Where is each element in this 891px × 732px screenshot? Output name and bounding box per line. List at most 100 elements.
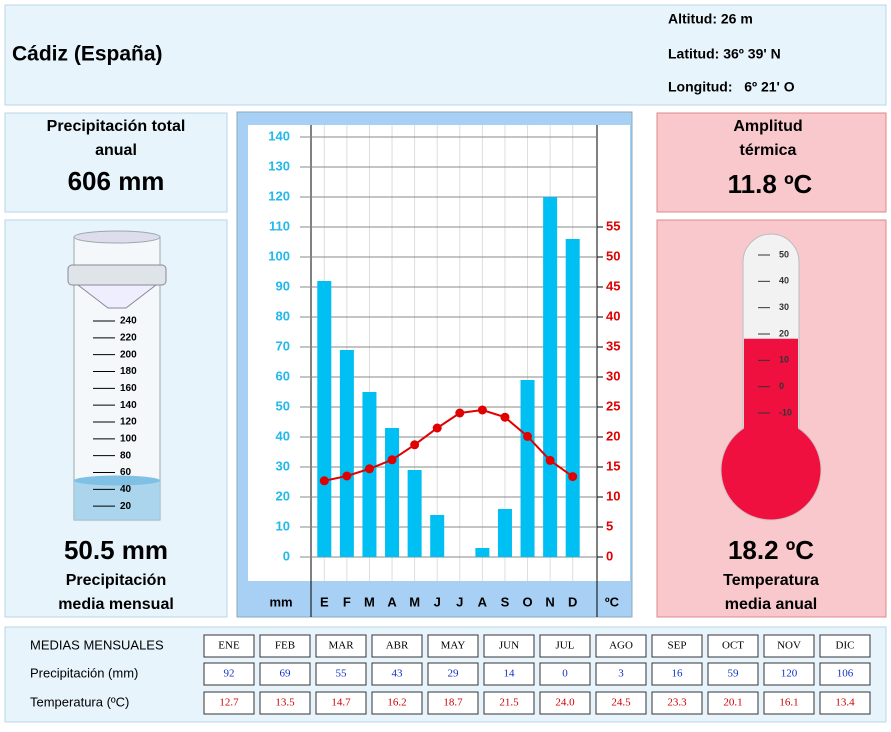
table-cell — [483, 691, 535, 715]
table-cell — [819, 691, 871, 715]
rain-gauge: 20 40 60 80 100 120 140 160 180 200 220 240 — [67, 230, 167, 521]
table-value: 59 — [728, 668, 740, 680]
panel — [4, 112, 228, 213]
y-tick-label: 20 — [276, 488, 290, 503]
x-tick-label: O — [522, 594, 532, 609]
table-value: 16.1 — [779, 697, 798, 709]
table-value: 12.7 — [219, 697, 239, 709]
table-cell — [595, 662, 647, 686]
table-cell — [203, 634, 255, 658]
table-value: 92 — [224, 668, 235, 680]
table-cell — [259, 691, 311, 715]
label: térmica — [740, 142, 797, 159]
x-tick-label: M — [364, 594, 375, 609]
y-tick-label: 110 — [269, 218, 290, 233]
table-value: OCT — [722, 640, 744, 652]
point — [410, 440, 420, 450]
bar — [520, 380, 535, 557]
gauge-tick-label: 180 — [120, 366, 137, 377]
table-cell — [483, 634, 535, 658]
y2-tick-label: 20 — [606, 428, 620, 443]
bar — [385, 428, 400, 557]
point — [477, 405, 487, 415]
point — [364, 464, 374, 474]
table-cell — [315, 691, 367, 715]
label: anual — [95, 142, 137, 159]
y2-tick-label: 0 — [606, 548, 613, 563]
table-value: 14.7 — [331, 697, 351, 709]
table-value: 29 — [448, 668, 460, 680]
y2-tick-label: 10 — [606, 488, 620, 503]
y2-tick-label: 35 — [606, 338, 620, 353]
table-value: 21.5 — [499, 697, 519, 709]
y2-tick-label: 25 — [606, 398, 620, 413]
axis-label: mm — [269, 594, 292, 609]
gauge-tick-label: 100 — [120, 433, 137, 444]
value: 606 mm — [68, 166, 165, 196]
y-tick-label: 100 — [268, 248, 290, 263]
table-value: JUN — [499, 640, 519, 652]
x-tick-label: F — [343, 594, 351, 609]
table-value: DIC — [836, 640, 855, 652]
axis-label: ºC — [605, 594, 620, 609]
x-tick-label: J — [434, 594, 441, 609]
y-tick-label: 30 — [276, 458, 290, 473]
table-cell — [763, 634, 815, 658]
y-tick-label: 10 — [276, 518, 290, 533]
bar — [430, 515, 445, 557]
gauge-tick-label: 20 — [120, 501, 132, 512]
value: 50.5 mm — [64, 535, 168, 565]
label: Temperatura — [723, 572, 819, 589]
y-tick-label: 90 — [276, 278, 290, 293]
table-cell — [427, 634, 479, 658]
table-value: SEP — [668, 640, 687, 652]
bar — [407, 470, 422, 557]
bar — [565, 239, 580, 557]
bar — [497, 509, 512, 557]
row-label: Temperatura (ºC) — [30, 694, 129, 709]
table-cell — [203, 691, 255, 715]
gauge-tick-label: 240 — [120, 316, 137, 327]
table-cell — [651, 691, 703, 715]
thermo-tick-label: 10 — [779, 355, 789, 365]
y2-tick-label: 15 — [606, 458, 620, 473]
table-value: MAR — [328, 640, 354, 652]
label: Amplitud — [733, 118, 802, 135]
y2-tick-label: 45 — [606, 278, 620, 293]
label: Precipitación total — [47, 118, 186, 135]
table-cell — [819, 662, 871, 686]
table-value: 18.7 — [443, 697, 463, 709]
panel — [656, 112, 887, 213]
label: Precipitación — [66, 572, 166, 589]
y2-tick-label: 5 — [606, 518, 613, 533]
gauge-tick-label: 120 — [120, 417, 137, 428]
x-tick-label: S — [501, 594, 510, 609]
y2-tick-label: 40 — [606, 308, 620, 323]
table-cell — [539, 634, 591, 658]
gauge-tick-label: 40 — [120, 484, 132, 495]
table-value: MAY — [441, 640, 466, 652]
table-value: 16.2 — [387, 697, 406, 709]
thermo-tick-label: -10 — [779, 407, 792, 417]
table-value: 24.0 — [555, 697, 575, 709]
cylinder-top — [73, 230, 161, 244]
table-cell — [651, 634, 703, 658]
table-value: AGO — [609, 640, 633, 652]
table-value: FEB — [275, 640, 295, 652]
y-tick-label: 130 — [268, 158, 290, 173]
y2-tick-label: 30 — [606, 368, 620, 383]
table-cell — [595, 634, 647, 658]
table-value: 24.5 — [611, 697, 631, 709]
point — [455, 408, 465, 418]
y-tick-label: 50 — [276, 398, 290, 413]
bar — [475, 548, 490, 557]
y-tick-label: 120 — [268, 188, 290, 203]
point — [523, 431, 533, 441]
gauge-tick-label: 80 — [120, 450, 132, 461]
table-cell — [651, 662, 703, 686]
table-cell — [371, 662, 423, 686]
funnel — [76, 284, 158, 309]
value: 18.2 ºC — [728, 535, 814, 565]
table-cell — [483, 662, 535, 686]
